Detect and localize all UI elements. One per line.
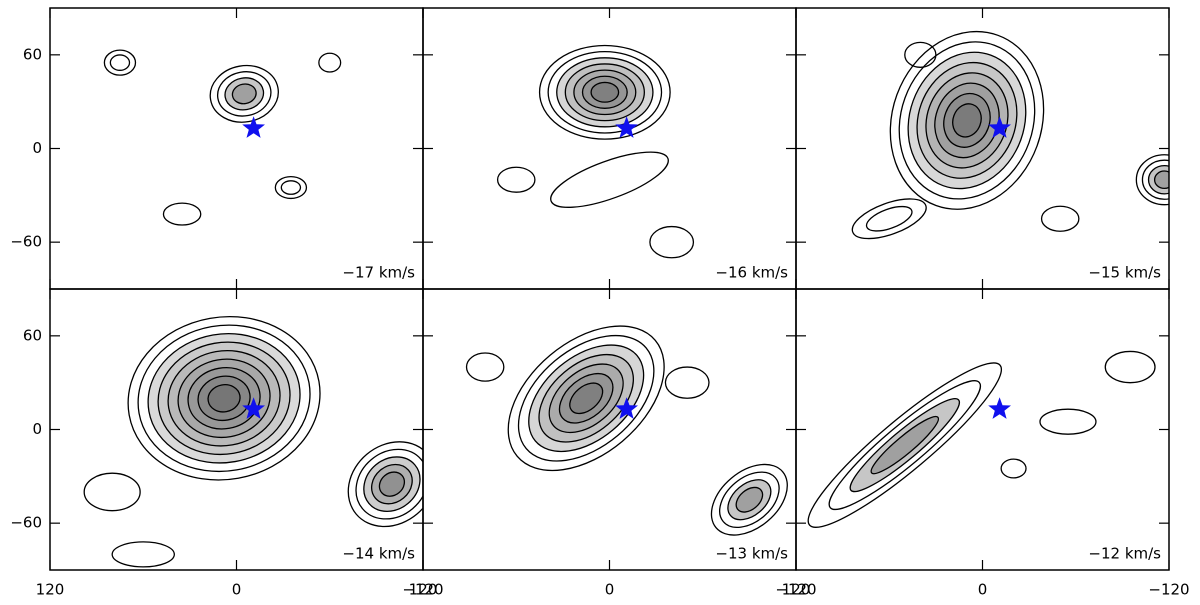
y-tick-label: 60: [23, 326, 42, 344]
x-tick-label: −120: [1148, 581, 1189, 599]
contour: [109, 54, 131, 71]
panel-label: −13 km/s: [715, 545, 788, 563]
panel-label: −16 km/s: [715, 264, 788, 282]
contour: [898, 41, 1036, 200]
contour: [828, 380, 982, 511]
x-tick-label: 0: [978, 581, 988, 599]
panel: [496, 44, 695, 259]
contour: [649, 225, 695, 259]
panel: [83, 315, 423, 568]
contour: [664, 366, 710, 399]
contour: [1141, 159, 1169, 200]
contour: [83, 472, 141, 512]
contour: [1000, 458, 1027, 479]
contour: [209, 64, 279, 123]
x-tick-label: 120: [36, 581, 65, 599]
star-marker: [242, 116, 265, 138]
x-tick-label: 0: [605, 581, 615, 599]
panel-label: −17 km/s: [342, 264, 415, 282]
contour: [719, 471, 780, 529]
panel: [465, 325, 788, 536]
contour: [1040, 205, 1080, 232]
contour: [280, 180, 302, 195]
contour: [952, 103, 982, 138]
contour: [517, 334, 655, 462]
contour: [507, 325, 665, 472]
contour: [127, 315, 321, 481]
contour: [318, 52, 342, 73]
contour: [569, 382, 604, 415]
contour: [1039, 408, 1097, 435]
contour: [538, 44, 671, 140]
star-marker: [988, 116, 1011, 138]
contour: [1104, 350, 1156, 384]
contour: [378, 471, 406, 497]
x-tick-label: 0: [232, 581, 242, 599]
panel-label: −15 km/s: [1088, 264, 1161, 282]
star-marker: [242, 397, 265, 419]
y-tick-label: 0: [32, 139, 42, 157]
panel-label: −14 km/s: [342, 545, 415, 563]
star-marker: [615, 116, 638, 138]
y-tick-label: 60: [23, 45, 42, 63]
contour: [870, 415, 940, 475]
contour: [103, 49, 137, 76]
contour: [231, 83, 257, 105]
contour: [904, 41, 937, 68]
contour: [355, 448, 423, 520]
contour: [550, 151, 669, 208]
contour: [465, 352, 505, 382]
star-marker: [988, 397, 1011, 419]
contour: [496, 166, 536, 193]
panel-label: −12 km/s: [1088, 545, 1161, 563]
contour: [851, 198, 927, 240]
contour: [347, 441, 423, 528]
contour: [274, 175, 308, 200]
panel-frame: [795, 288, 1170, 571]
contour: [590, 81, 620, 103]
y-tick-label: 0: [32, 420, 42, 438]
x-tick-label: −120: [402, 581, 443, 599]
contour: [111, 541, 175, 568]
contour: [807, 362, 1003, 528]
star-marker: [615, 397, 638, 419]
x-tick-label: 120: [782, 581, 811, 599]
panel: [851, 30, 1169, 240]
y-tick-label: −60: [10, 514, 42, 532]
contour: [162, 202, 202, 226]
x-tick-label: −120: [775, 581, 816, 599]
contour: [207, 384, 241, 413]
contour: [1153, 170, 1169, 190]
y-tick-label: −60: [10, 233, 42, 251]
contour: [865, 205, 913, 232]
contour: [137, 324, 311, 473]
contour: [547, 50, 663, 134]
panel: [103, 49, 342, 226]
contour: [216, 71, 272, 117]
contour: [735, 486, 764, 513]
panel-frame: [422, 7, 797, 290]
contour: [1135, 154, 1169, 206]
x-tick-label: 120: [409, 581, 438, 599]
contour: [710, 463, 788, 536]
panel-frame: [49, 7, 424, 290]
panel: [807, 350, 1156, 528]
contour: [889, 30, 1045, 210]
